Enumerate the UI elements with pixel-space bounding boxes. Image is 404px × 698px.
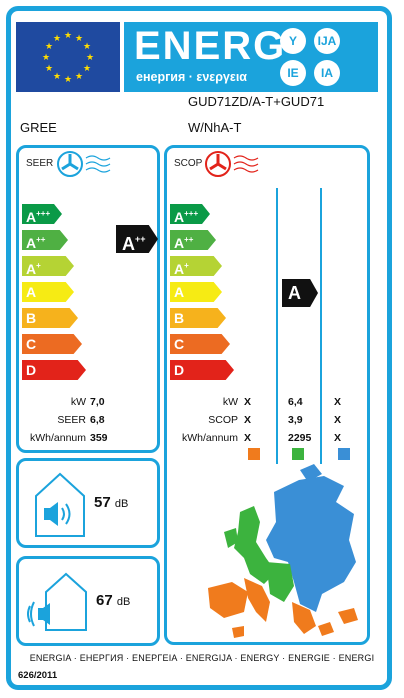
svg-text:★: ★: [75, 71, 83, 81]
seer-class-b-label: B: [26, 310, 37, 326]
energy-header: ENERG енергия · ενεργεια Y IJA IE IA: [124, 22, 378, 92]
europe-climate-map: [208, 464, 358, 638]
scop-class-a2plus-label: A++: [174, 235, 194, 251]
scop-class-d: D: [170, 360, 234, 380]
svg-text:★: ★: [53, 33, 61, 43]
scop-divider-1: [276, 188, 278, 464]
seer-class-a-label: A: [26, 284, 37, 300]
scop-class-aplus-label: A+: [174, 261, 189, 277]
label-frame: [6, 6, 392, 690]
scop-row-kw-label: kW: [222, 396, 238, 408]
scop-class-a3plus-label: A+++: [174, 209, 199, 225]
zone-warmer-swatch: [248, 448, 260, 460]
zone-colder-swatch: [338, 448, 350, 460]
seer-class-aplus: A+: [22, 256, 74, 276]
lang-circle-ija: IJA: [314, 28, 340, 54]
scop-row-scop-c3: X: [334, 414, 342, 426]
energy-title: ENERG: [134, 24, 287, 68]
seer-class-a2plus-label: A++: [26, 235, 46, 251]
svg-text:★: ★: [64, 30, 72, 40]
seer-class-b: B: [22, 308, 78, 328]
svg-text:★: ★: [42, 52, 50, 62]
outdoor-noise-number: 67: [96, 592, 113, 609]
scop-row-kwh-c3: X: [334, 432, 342, 444]
svg-text:★: ★: [86, 52, 94, 62]
scop-row-kwh-c1: X: [244, 432, 252, 444]
seer-class-c: C: [22, 334, 82, 354]
seer-class-d: D: [22, 360, 86, 380]
scop-panel: [164, 145, 370, 645]
indoor-noise-panel: [16, 458, 160, 548]
scop-rating-arrow: A: [282, 279, 318, 307]
seer-label: SEER: [26, 158, 54, 169]
scop-class-a-label: A: [174, 284, 185, 300]
seer-row-kwh-label: kWh/annum: [29, 432, 86, 444]
indoor-unit-speaker-icon: [35, 472, 85, 537]
model-number: GUD71ZD/A-T+GUD71: [188, 94, 325, 109]
scop-rating-label: A: [288, 283, 301, 303]
seer-class-aplus-label: A+: [26, 261, 41, 277]
scop-class-aplus: A+: [170, 256, 222, 276]
lang-circle-ia: IA: [314, 60, 340, 86]
seer-class-d-label: D: [26, 362, 37, 378]
energy-subtitle: енергия · ενεργεια: [136, 70, 247, 84]
scop-row-kw-c1: X: [244, 396, 252, 408]
seer-row-seer-value: 6,8: [90, 414, 105, 426]
seer-class-a3plus: A+++: [22, 204, 62, 224]
svg-text:★: ★: [83, 41, 91, 51]
seer-row-kw-value: 7,0: [90, 396, 105, 408]
svg-text:★: ★: [83, 63, 91, 73]
scop-row-kw-c3: X: [334, 396, 342, 408]
scop-class-b-label: B: [174, 310, 185, 326]
scop-class-b: B: [170, 308, 226, 328]
outdoor-unit-speaker-icon: [27, 572, 87, 631]
indoor-noise-unit: dB: [114, 498, 129, 510]
svg-text:★: ★: [64, 74, 72, 84]
scop-row-scop-c2: 3,9: [288, 414, 303, 426]
brand-name: GREE: [20, 120, 57, 135]
indoor-noise-value: 57 dB: [94, 494, 128, 511]
seer-panel: [16, 145, 160, 453]
svg-text:★: ★: [75, 33, 83, 43]
lang-circle-y: Y: [280, 28, 306, 54]
outdoor-noise-unit: dB: [116, 596, 131, 608]
svg-text:★: ★: [45, 41, 53, 51]
svg-text:★: ★: [45, 63, 53, 73]
eu-stars-icon: ★ ★★ ★★★ ★★★ ★★★: [42, 30, 94, 84]
scop-row-kwh-c2: 2295: [288, 432, 312, 444]
snowflake-fan-icon: [57, 151, 111, 177]
zone-average-swatch: [292, 448, 304, 460]
scop-class-d-label: D: [174, 362, 185, 378]
eu-flag: ★ ★ ★ ★ ★ ★ ★ ★ ★ ★ ★ ★: [16, 22, 120, 92]
scop-class-a2plus: A++: [170, 230, 216, 250]
scop-label: SCOP: [174, 158, 203, 169]
seer-row-seer-label: SEER: [57, 414, 86, 426]
outdoor-noise-value: 67 dB: [96, 592, 130, 609]
indoor-noise-number: 57: [94, 494, 111, 511]
heating-fan-icon: [205, 151, 259, 177]
lang-circle-ie: IE: [280, 60, 306, 86]
seer-class-a2plus: A++: [22, 230, 68, 250]
seer-row-kwh-value: 359: [90, 432, 108, 444]
scop-row-scop-label: SCOP: [208, 414, 238, 426]
svg-text:★: ★: [53, 71, 61, 81]
scop-row-scop-c1: X: [244, 414, 252, 426]
model-number-line2: W/NhA-T: [188, 120, 242, 135]
scop-row-kwh-label: kWh/annum: [181, 432, 238, 444]
seer-class-c-label: C: [26, 336, 37, 352]
scop-class-a3plus: A+++: [170, 204, 210, 224]
scop-row-kw-c2: 6,4: [288, 396, 303, 408]
scop-divider-2: [320, 188, 322, 464]
outdoor-noise-panel: [16, 556, 160, 646]
footer-languages: ENERGIA · ЕНЕРГИЯ · ΕΝΕΡΓΕΙΑ · ENERGIJA …: [29, 653, 375, 663]
scop-class-a: A: [170, 282, 222, 302]
seer-rating-label: A++: [122, 234, 146, 254]
scop-class-c-label: C: [174, 336, 185, 352]
scop-class-c: C: [170, 334, 230, 354]
seer-class-a3plus-label: A+++: [26, 209, 51, 225]
seer-class-a: A: [22, 282, 74, 302]
regulation-number: 626/2011: [18, 670, 58, 681]
seer-row-kw-label: kW: [70, 396, 86, 408]
seer-rating-arrow: A++: [116, 225, 158, 253]
